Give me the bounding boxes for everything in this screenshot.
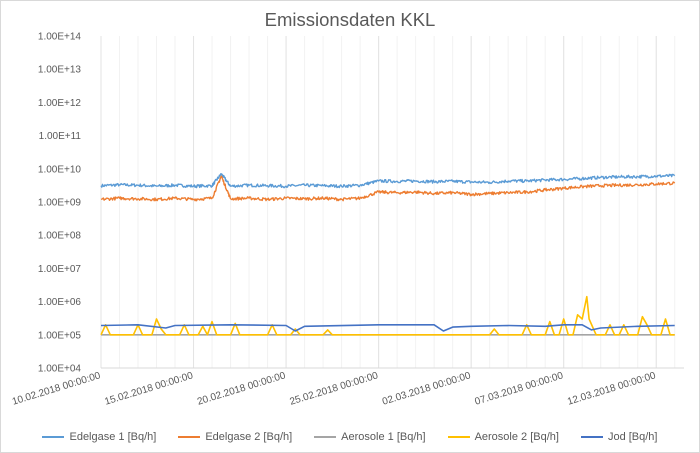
legend-swatch (314, 436, 337, 438)
x-tick-label: 15.02.2018 00:00:00 (103, 370, 194, 407)
legend-swatch (580, 436, 603, 438)
y-tick-label: 1.00E+08 (38, 231, 82, 242)
x-tick-label: 12.03.2018 00:00:00 (566, 370, 657, 407)
y-tick-label: 1.00E+12 (38, 98, 82, 109)
x-tick-label: 07.03.2018 00:00:00 (474, 370, 565, 407)
series-lines (100, 173, 676, 336)
series-line-4 (100, 324, 675, 332)
y-tick-label: 1.00E+14 (38, 32, 82, 43)
legend-entry: Aerosole 2 [Bq/h] (447, 431, 559, 443)
legend-label: Aerosole 1 [Bq/h] (341, 431, 426, 443)
x-axis: 10.02.2018 00:00:00 15.02.2018 00:00:00 20… (11, 367, 684, 408)
legend-label: Jod [Bq/h] (607, 431, 658, 443)
chart-title: Emissionsdaten KKL (264, 9, 436, 30)
x-tick-label: 25.02.2018 00:00:00 (289, 370, 380, 407)
legend-entry: Edelgase 2 [Bq/h] (178, 431, 292, 443)
y-tick-label: 1.00E+07 (38, 264, 82, 275)
legend-entry: Edelgase 1 [Bq/h] (42, 431, 156, 443)
legend-swatch (447, 436, 470, 438)
y-tick-label: 1.00E+13 (38, 65, 82, 76)
grid-lines (100, 36, 676, 368)
x-tick-label: 20.02.2018 00:00:00 (196, 370, 287, 407)
legend-label: Aerosole 2 [Bq/h] (474, 431, 559, 443)
series-line-1 (100, 175, 676, 202)
legend-label: Edelgase 1 [Bq/h] (69, 431, 157, 443)
y-tick-label: 1.00E+10 (38, 164, 82, 175)
legend-swatch (42, 436, 65, 438)
y-tick-label: 1.00E+06 (38, 297, 82, 308)
y-tick-label: 1.00E+04 (38, 364, 82, 375)
y-tick-label: 1.00E+09 (38, 198, 82, 209)
y-tick-label: 1.00E+11 (39, 131, 82, 142)
legend-entry: Aerosole 1 [Bq/h] (314, 431, 426, 443)
legend-label: Edelgase 2 [Bq/h] (205, 431, 293, 443)
x-tick-label: 10.02.2018 00:00:00 (11, 370, 102, 407)
legend-entry: Jod [Bq/h] (580, 431, 658, 443)
series-line-3 (100, 295, 675, 336)
legend-swatch (178, 436, 201, 438)
series-line-0 (100, 173, 676, 189)
y-axis: 1.00E+04 1.00E+05 1.00E+06 1.00E+07 1.00E+08… (38, 32, 82, 375)
chart-legend: Edelgase 1 [Bq/h] Edelgase 2 [Bq/h] Aeroso… (0, 428, 700, 446)
y-tick-label: 1.00E+05 (38, 330, 82, 341)
x-tick-label: 02.03.2018 00:00:00 (381, 370, 472, 407)
